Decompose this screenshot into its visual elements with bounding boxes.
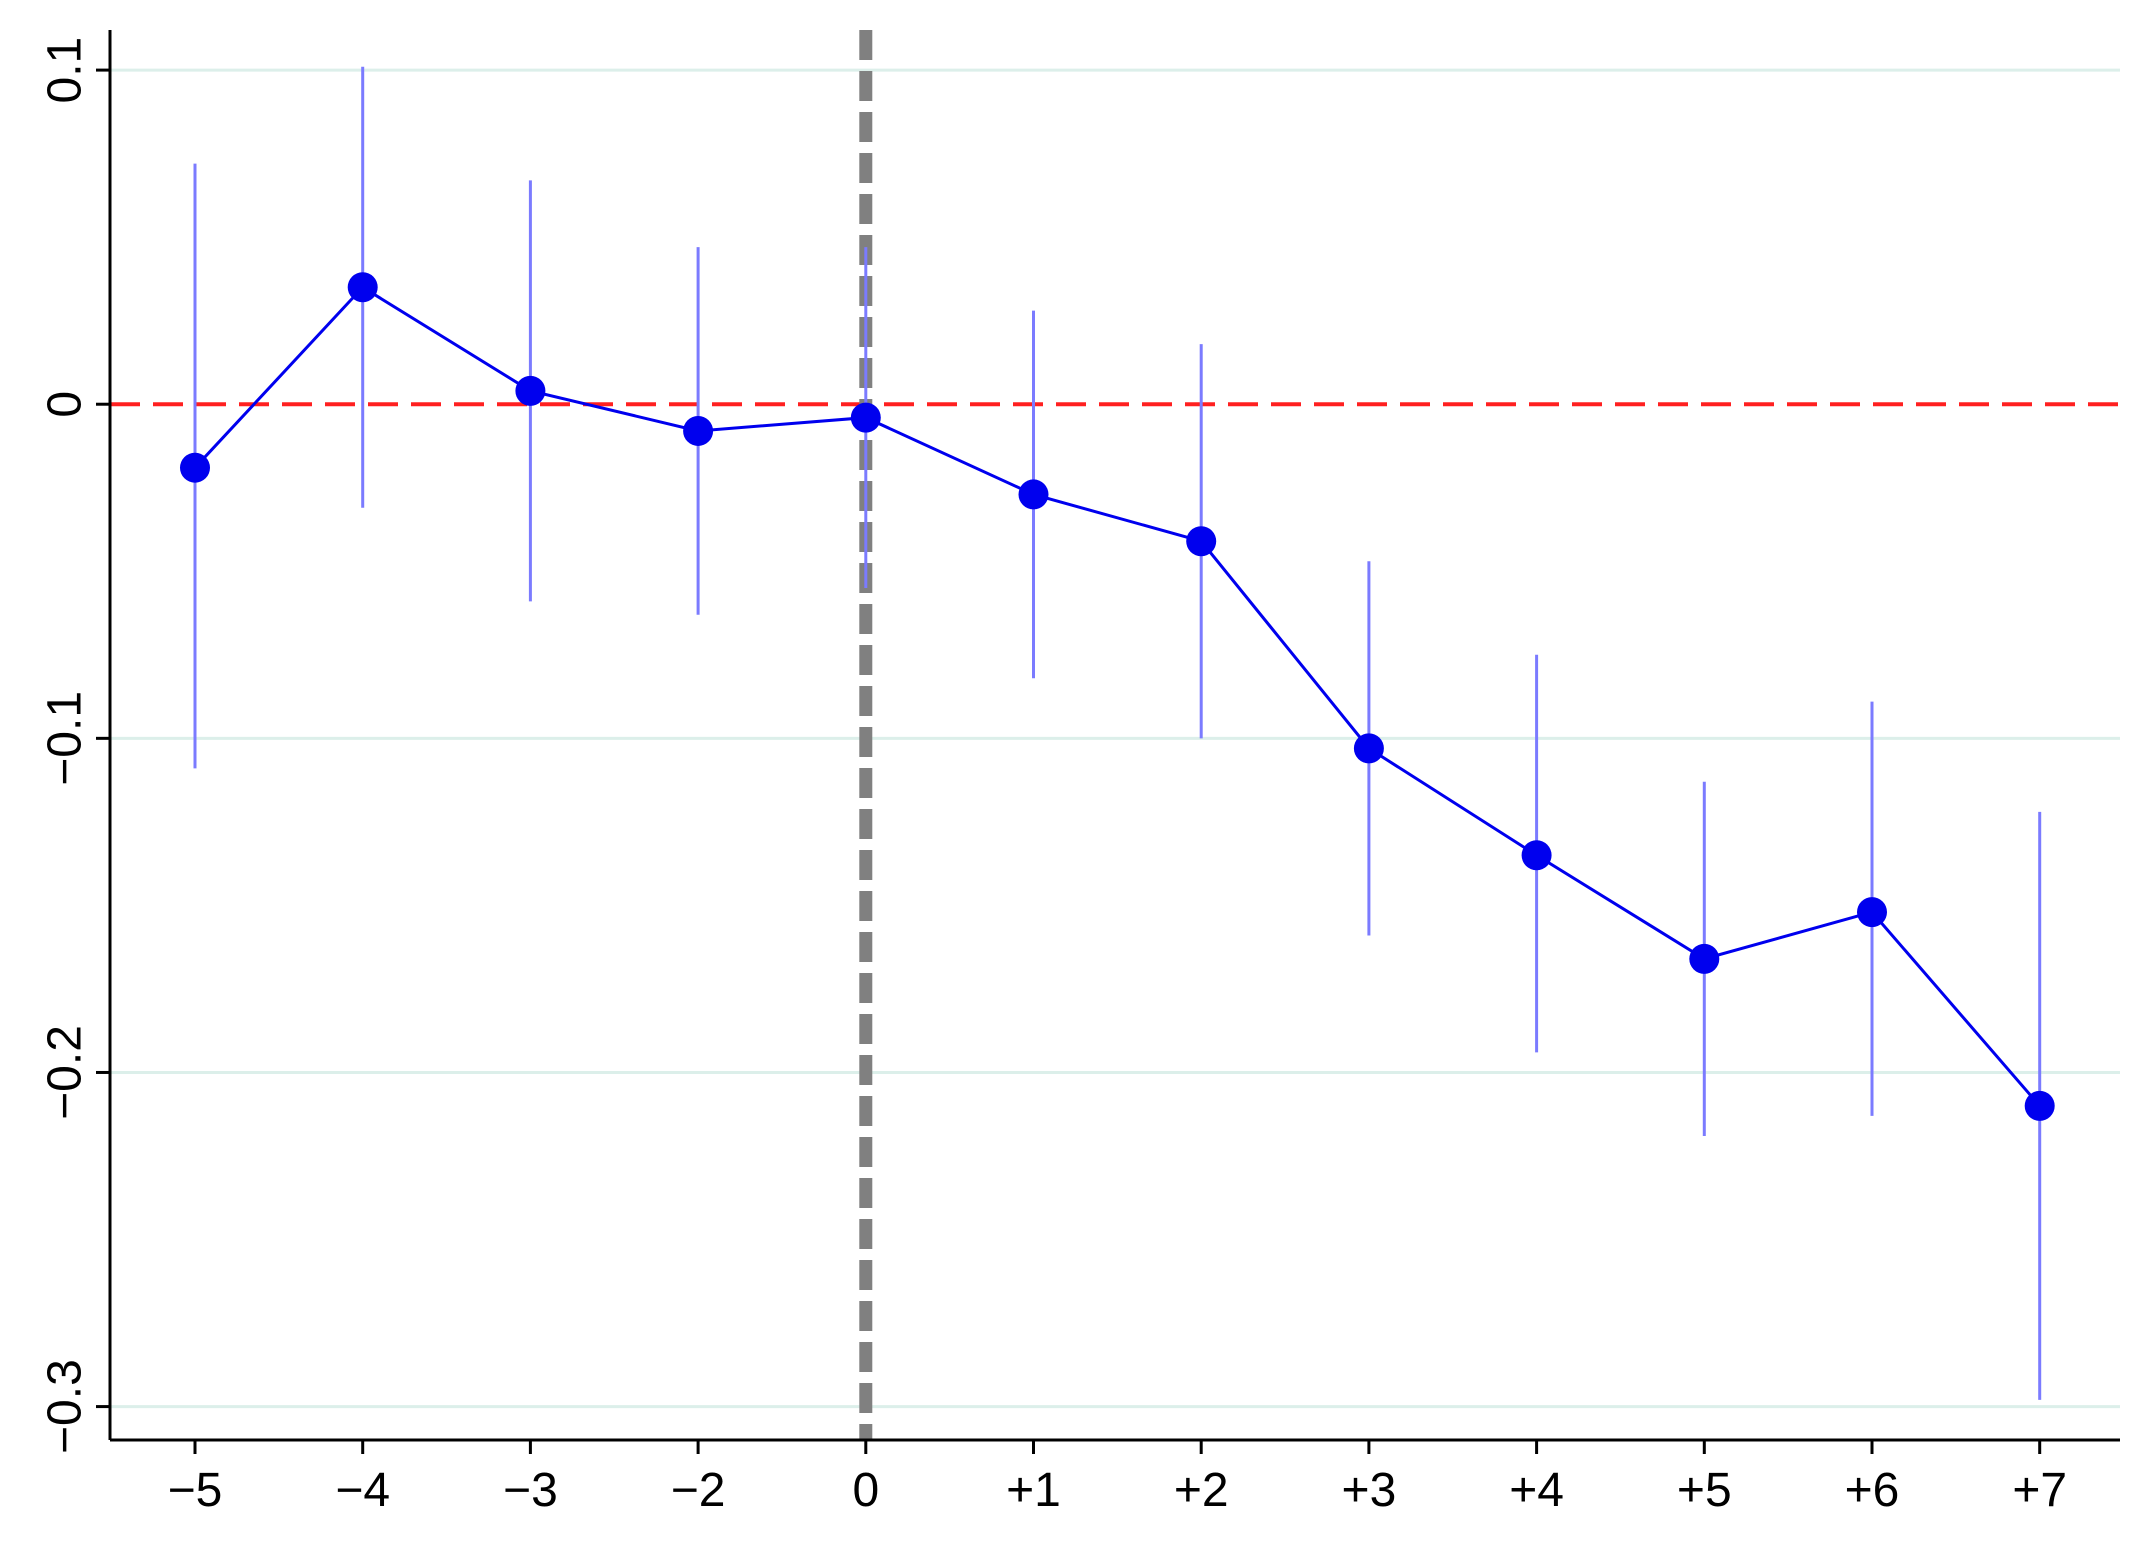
- x-tick-label: +4: [1509, 1464, 1564, 1517]
- data-points: [180, 272, 2055, 1121]
- series-line: [193, 285, 2041, 1107]
- gridlines: [110, 68, 2120, 1409]
- data-point: [1018, 479, 1049, 510]
- x-tick-label: −3: [503, 1464, 558, 1517]
- y-tick-label: −0.1: [39, 691, 92, 786]
- y-tick-label: −0.2: [39, 1025, 92, 1120]
- reference-lines: [110, 30, 2120, 1440]
- x-tick-label: −2: [671, 1464, 726, 1517]
- data-point: [515, 375, 546, 406]
- data-point: [683, 415, 714, 446]
- data-point: [180, 452, 210, 483]
- axes: [108, 30, 2120, 1442]
- y-axis-ticks: 0.1 0 −0.1 −0.2 −0.3: [39, 37, 110, 1454]
- confidence-intervals: [193, 66, 2042, 1400]
- x-tick-label: +7: [2012, 1464, 2067, 1517]
- y-tick-label: 0: [39, 391, 92, 418]
- data-point: [347, 272, 378, 303]
- data-point: [1857, 897, 1887, 928]
- x-tick-label: −5: [168, 1464, 223, 1517]
- x-tick-label: +6: [1845, 1464, 1900, 1517]
- data-point: [2024, 1090, 2055, 1121]
- x-tick-label: +2: [1174, 1464, 1229, 1517]
- x-tick-label: −4: [335, 1464, 390, 1517]
- x-tick-label: +5: [1677, 1464, 1732, 1517]
- data-point: [1353, 733, 1384, 764]
- x-axis-ticks: −5 −4 −3 −2 0 +1 +2 +3 +4 +5 +6 +7: [168, 1440, 2067, 1517]
- data-point: [850, 402, 881, 433]
- x-tick-label: +3: [1342, 1464, 1397, 1517]
- x-tick-label: +1: [1006, 1464, 1061, 1517]
- data-point: [1186, 526, 1217, 557]
- x-tick-label: 0: [852, 1464, 879, 1517]
- data-point: [1689, 943, 1720, 974]
- data-point: [1521, 840, 1552, 871]
- y-tick-label: −0.3: [39, 1359, 92, 1454]
- y-tick-label: 0.1: [39, 37, 92, 104]
- series-polyline: [193, 285, 2041, 1107]
